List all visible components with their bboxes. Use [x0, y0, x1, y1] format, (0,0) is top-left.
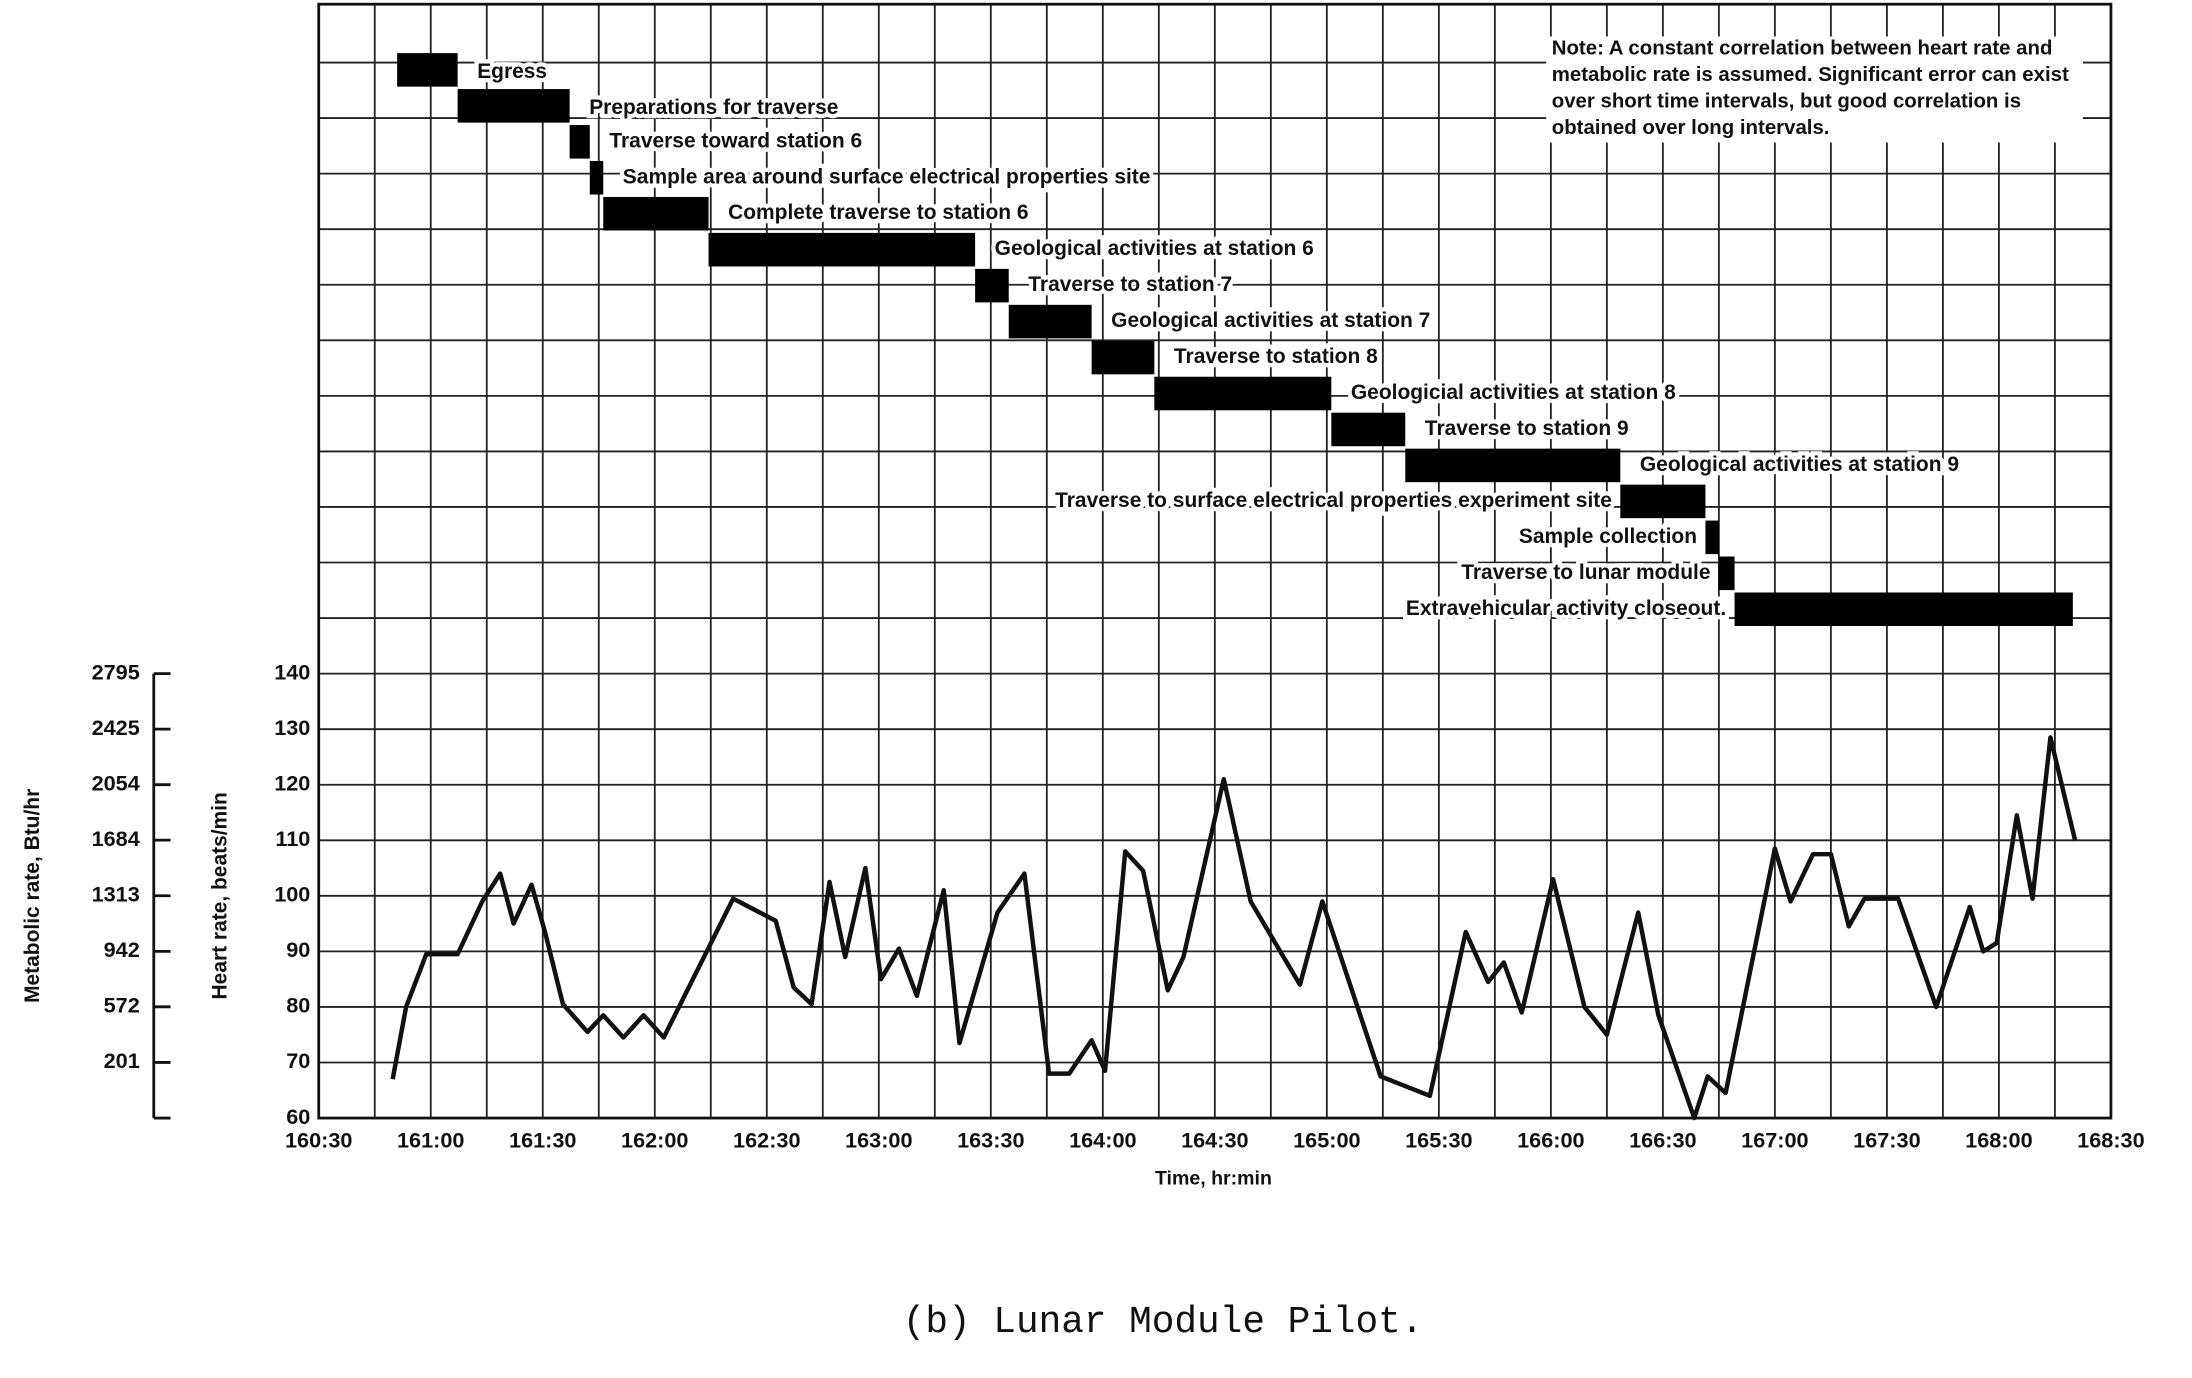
- y2-tick-label: 1684: [92, 826, 140, 851]
- note-box: Note: A constant correlation between hea…: [1546, 36, 2083, 143]
- activity-bar: [1405, 448, 1621, 483]
- y2-tick-label: 2425: [92, 715, 140, 740]
- activity-bar: [397, 53, 458, 87]
- activity-bar: [457, 89, 570, 123]
- activity-label: Traverse to station 8: [1174, 345, 1378, 368]
- x-tick-label: 163:00: [845, 1128, 912, 1153]
- activity-label: Preparations for traverse: [589, 96, 838, 119]
- grid: [317, 2, 2113, 1120]
- activity-label: Traverse to surface electrical propertie…: [1055, 489, 1612, 512]
- y-tick-label: 100: [274, 882, 310, 907]
- y2-tick-label: 2795: [92, 659, 140, 684]
- activity-label: Egress: [477, 60, 547, 83]
- x-tick-label: 164:00: [1069, 1128, 1136, 1153]
- activity-bar: [1705, 520, 1719, 555]
- y-tick-label: 130: [274, 715, 310, 740]
- y-tick-label: 70: [286, 1048, 310, 1073]
- x-tick-label: 163:30: [957, 1128, 1024, 1153]
- activity-bar: [589, 160, 604, 195]
- activity-label: Sample area around surface electrical pr…: [623, 165, 1151, 188]
- activity-bar: [1091, 340, 1155, 375]
- y2-tick-label: 201: [104, 1048, 140, 1073]
- x-tick-label: 168:30: [2077, 1128, 2144, 1153]
- y2-tick-label: 942: [104, 937, 140, 962]
- y2-tick-label: 2054: [92, 770, 140, 795]
- activity-label: Geological activities at station 6: [995, 237, 1314, 260]
- activity-bar: [1154, 376, 1332, 411]
- x-tick-label: 161:00: [397, 1128, 464, 1153]
- x-tick-label: 160:30: [285, 1128, 352, 1153]
- activity-label: Extravehicular activity closeout.: [1406, 597, 1726, 620]
- y-tick-label: 60: [286, 1104, 310, 1129]
- y-tick-label: 90: [286, 937, 310, 962]
- x-tick-label: 162:30: [733, 1128, 800, 1153]
- activity-bar: [603, 196, 709, 231]
- y-tick-label: 110: [275, 826, 310, 851]
- activity-bar: [1718, 556, 1735, 591]
- x-tick-label: 165:30: [1405, 1128, 1472, 1153]
- x-tick-label: 161:30: [509, 1128, 576, 1153]
- plot-frame: [317, 2, 2113, 1120]
- y2-axis-label: Metabolic rate, Btu/hr: [21, 789, 44, 1003]
- activity-label: Traverse toward station 6: [609, 129, 862, 152]
- activity-bar: [1734, 592, 2073, 627]
- caption: (b) Lunar Module Pilot.: [903, 1302, 1424, 1344]
- y2-tick-label: 572: [104, 993, 140, 1018]
- activity-bar: [569, 125, 590, 159]
- y-tick-label: 120: [274, 770, 310, 795]
- activity-label: Traverse to lunar module: [1461, 561, 1710, 584]
- note: Note: A constant correlation between hea…: [1546, 36, 2083, 143]
- x-tick-label: 167:00: [1741, 1128, 1808, 1153]
- activity-bar: [975, 268, 1009, 303]
- activity-bar: [708, 232, 976, 267]
- x-tick-label: 164:30: [1181, 1128, 1248, 1153]
- y-tick-label: 80: [286, 993, 310, 1018]
- heart-rate-line: [390, 735, 2078, 1121]
- y-tick-label: 140: [274, 659, 310, 684]
- x-tick-label: 166:00: [1517, 1128, 1584, 1153]
- activity-label: Complete traverse to station 6: [728, 201, 1028, 224]
- activity-label: Geologicial activities at station 8: [1351, 381, 1676, 404]
- x-tick-label: 167:30: [1853, 1128, 1920, 1153]
- x-axis-label: Time, hr:min: [1155, 1168, 1272, 1190]
- x-tick-label: 165:00: [1293, 1128, 1360, 1153]
- x-tick-label: 166:30: [1629, 1128, 1696, 1153]
- activity-bar: [1620, 484, 1706, 519]
- y2-tick-label: 1313: [92, 881, 140, 906]
- activity-label: Geological activities at station 7: [1111, 309, 1430, 332]
- x-tick-label: 168:00: [1965, 1128, 2032, 1153]
- activity-bar: [1008, 304, 1092, 339]
- y-axis-label: Heart rate, beats/min: [208, 792, 231, 999]
- activity-label: Sample collection: [1519, 525, 1697, 548]
- activity-label: Traverse to station 7: [1028, 273, 1232, 296]
- activity-label: Geological activities at station 9: [1640, 453, 1959, 476]
- x-tick-label: 162:00: [621, 1128, 688, 1153]
- activity-bar: [1331, 412, 1406, 447]
- activity-label: Traverse to station 9: [1425, 417, 1629, 440]
